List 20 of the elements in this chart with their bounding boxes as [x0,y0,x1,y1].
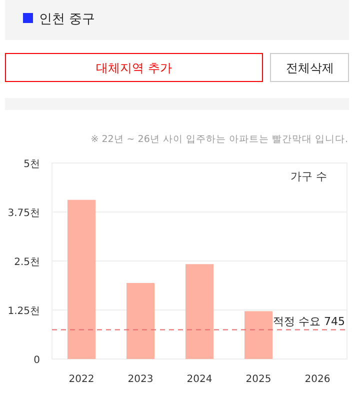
x-tick-label: 2026 [304,374,330,385]
y-tick-label: 3.75천 [8,208,40,219]
text: ※ 22년 ~ 26년 사이 입주하는 아파트는 빨간막대 입니다. [90,134,348,145]
chart-title: 인천 중구 [39,12,96,27]
y-tick-label: 2.5천 [14,257,40,268]
x-tick-label: 2025 [246,374,272,385]
bar [126,282,155,359]
bar [244,311,273,359]
y-tick-label: 5천 [24,159,40,170]
text: 전체삭제 [286,61,334,75]
bar [67,200,96,359]
bar [185,264,214,359]
ref-line-label: 적정 수요 745 [273,314,345,328]
x-tick-label: 2024 [186,374,212,385]
annotation: 가구 수 [290,170,327,183]
x-tick-label: 2022 [68,374,94,385]
y-tick-label: 1.25천 [8,306,40,317]
x-tick-label: 2023 [128,374,154,385]
text: 대체지역 추가 [96,61,172,75]
y-tick-label: 0 [34,355,40,366]
